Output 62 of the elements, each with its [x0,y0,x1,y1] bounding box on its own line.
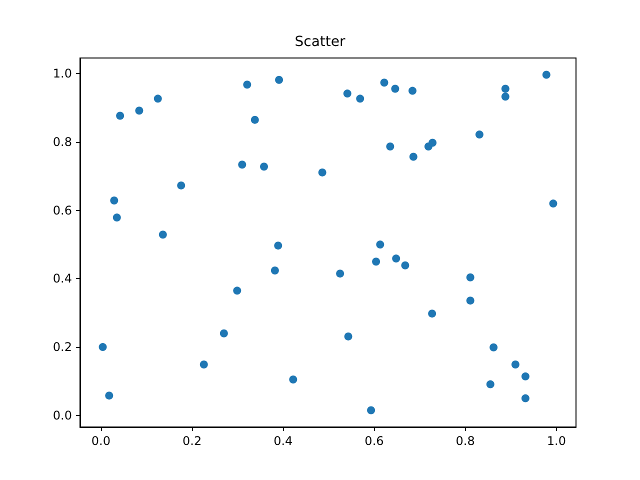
x-tick-label: 0.6 [364,434,384,448]
chart-title: Scatter [294,34,346,50]
point [112,214,121,222]
point [200,360,208,368]
point [158,230,167,239]
point [275,76,284,84]
point [401,261,410,270]
point [466,273,474,282]
x-tick-label: 0.0 [91,434,110,448]
point [270,266,279,275]
point [475,130,484,139]
point [391,84,400,93]
point [344,332,352,340]
y-tick-label: 0.2 [52,340,72,354]
point [233,286,242,295]
y-tick-label: 0.0 [52,408,72,422]
point [380,78,388,87]
point [428,138,437,147]
point [501,84,510,93]
point [356,94,364,103]
point [542,70,550,79]
point [392,254,400,263]
point [501,92,510,101]
x-tick-label: 1.0 [546,434,566,448]
point [336,270,344,278]
point [490,343,498,352]
point [521,394,530,402]
point [243,80,252,89]
point [260,162,268,171]
y-tick-label: 0.4 [52,272,72,286]
point [250,116,259,124]
point [105,392,114,400]
point [549,200,558,208]
y-tick-label: 1.0 [52,66,72,81]
point [386,142,394,150]
x-tick-label: 0.4 [274,434,293,448]
point [154,94,162,103]
point [367,406,376,414]
point [274,242,282,250]
point [428,310,436,318]
point [220,329,228,338]
point [289,376,298,384]
point [98,343,107,352]
point [343,90,352,98]
point [116,112,124,120]
point [318,168,326,176]
point [511,360,520,368]
point [177,181,186,190]
point [466,296,474,305]
point [408,86,416,95]
point [238,160,246,169]
point [372,258,380,266]
x-tick-label: 0.8 [456,434,475,448]
point [110,196,118,204]
point [409,152,418,161]
point [486,380,494,388]
point [135,106,144,115]
x-tick-label: 0.2 [182,434,202,448]
point [521,372,530,380]
y-tick-label: 0.6 [52,203,72,218]
point [376,240,384,249]
y-tick-label: 0.8 [52,135,72,150]
